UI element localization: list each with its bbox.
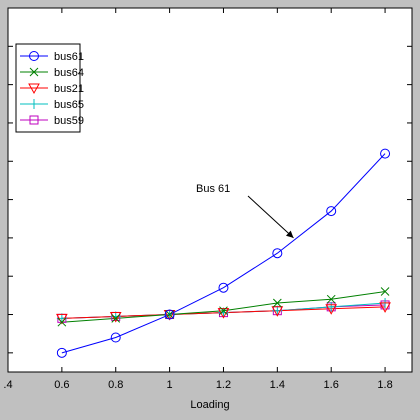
data-point-circle xyxy=(56,347,67,358)
data-point-x xyxy=(380,287,390,296)
legend-item-bus59: bus59 xyxy=(20,115,84,127)
data-point-triangle xyxy=(28,83,40,95)
annotation-arrow-line xyxy=(247,195,294,239)
legend-item-bus61: bus61 xyxy=(20,51,84,63)
data-point-x xyxy=(326,294,336,304)
x-axis-ticks: .4 0.6 0.8 1 1.2 1.4 1.6 1.8 xyxy=(3,8,413,391)
x-tick-label: 1.2 xyxy=(216,379,231,391)
data-point-x xyxy=(111,314,121,323)
data-point-circle xyxy=(326,206,337,217)
annotation: Bus 61 xyxy=(196,183,294,239)
data-point-circle xyxy=(29,51,39,61)
data-point-x xyxy=(219,306,228,316)
legend-label: bus65 xyxy=(54,99,84,111)
data-point-x xyxy=(57,317,67,327)
legend-item-bus65: bus65 xyxy=(20,99,84,111)
legend-label: bus59 xyxy=(54,115,84,127)
x-tick-label: 1.4 xyxy=(270,379,285,391)
data-point-triangle xyxy=(109,311,122,323)
data-point-circle xyxy=(164,309,175,320)
legend-item-bus21: bus21 xyxy=(20,83,84,95)
legend-label: bus61 xyxy=(54,51,84,63)
x-tick-label: 1 xyxy=(167,379,173,391)
x-tick-label: 1.8 xyxy=(377,379,392,391)
x-tick-label: 0.8 xyxy=(108,379,123,391)
data-point-circle xyxy=(218,282,229,293)
legend: bus61 bus64 bus21 bus65 bus59 xyxy=(15,43,84,133)
legend-label: bus21 xyxy=(54,83,84,95)
data-point-plus xyxy=(29,99,39,109)
data-point-x xyxy=(165,310,174,319)
data-point-x xyxy=(272,298,282,308)
annotation-arrow-head xyxy=(285,230,294,238)
data-point-triangle xyxy=(379,302,391,313)
x-tick-label: 1.6 xyxy=(324,379,339,391)
x-tick-label: .4 xyxy=(3,379,12,391)
data-point-triangle xyxy=(56,313,68,325)
annotation-text: Bus 61 xyxy=(196,183,230,195)
data-point-circle xyxy=(380,148,391,159)
data-point-square xyxy=(29,115,39,125)
y-axis-ticks xyxy=(8,7,412,354)
data-point-circle xyxy=(110,332,121,343)
series-line-bus61 xyxy=(61,153,386,354)
series-markers xyxy=(56,148,391,358)
data-point-circle xyxy=(272,248,283,259)
x-tick-label: 0.6 xyxy=(54,379,69,391)
legend-item-bus64: bus64 xyxy=(20,67,84,79)
data-point-x xyxy=(29,67,39,77)
data-point-triangle xyxy=(271,306,284,317)
legend-label: bus64 xyxy=(54,67,84,79)
x-axis-label: Loading xyxy=(190,399,229,411)
data-point-triangle xyxy=(325,304,338,315)
